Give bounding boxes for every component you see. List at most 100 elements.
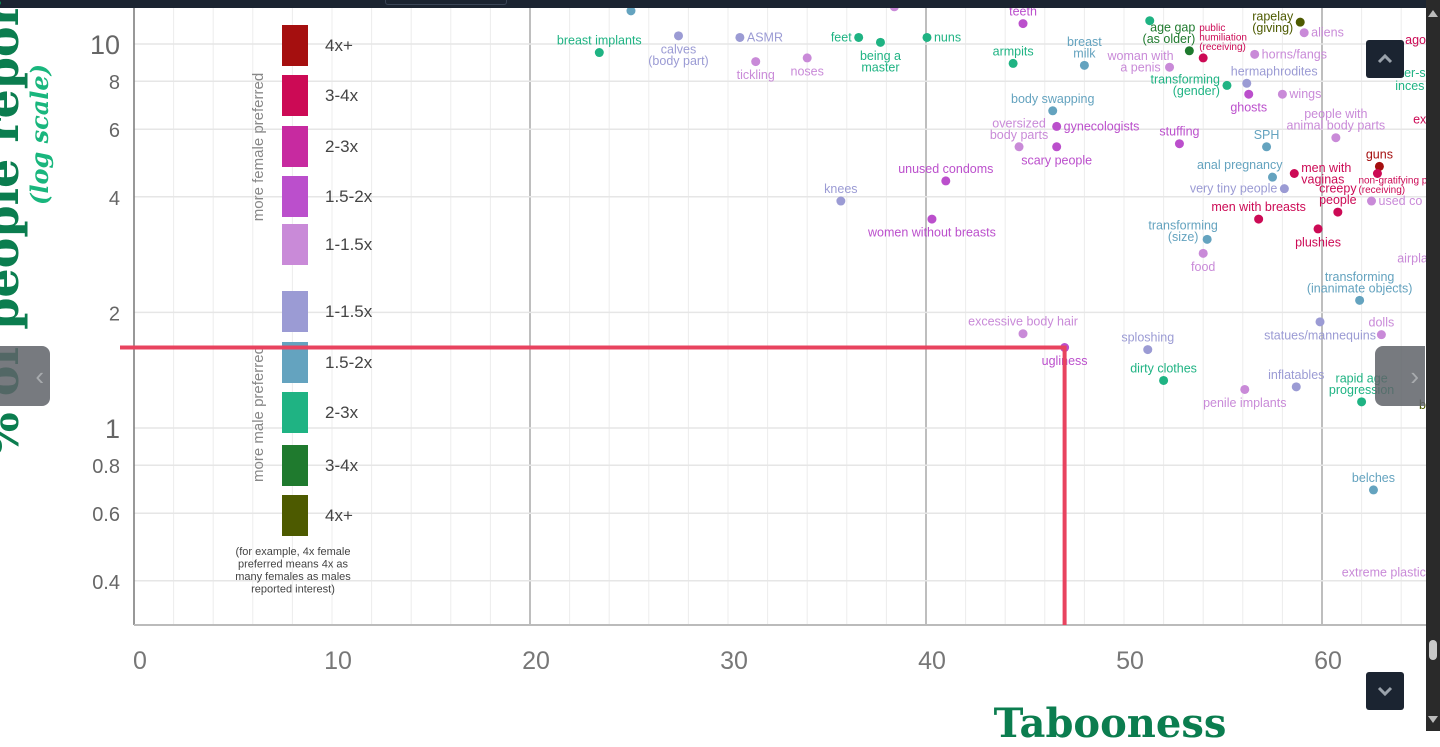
point-label-line: excessive body hair: [968, 315, 1078, 329]
chevron-up-icon: [1377, 54, 1393, 64]
legend-label: 2-3x: [325, 137, 359, 156]
x-tick-label: 50: [1116, 647, 1144, 675]
point-label-line: (receiving): [1358, 185, 1405, 196]
point-marker: [1052, 142, 1062, 152]
edge-label: inces: [1395, 79, 1424, 93]
point-marker: [1279, 184, 1289, 194]
point-marker: [1291, 382, 1301, 392]
data-point: stuffing: [1159, 125, 1200, 149]
point-label: non-gratifying p (receiving): [1358, 176, 1427, 197]
edge-label: airpla: [1397, 251, 1428, 265]
point-marker: [922, 32, 932, 42]
point-label: nuns: [934, 30, 961, 44]
data-point: being a master: [860, 37, 901, 74]
point-marker: [889, 8, 899, 12]
point-marker: [1250, 49, 1260, 59]
y-tick-label: 10: [90, 30, 120, 60]
point-label-line: (gender): [1173, 84, 1220, 98]
y-tick-label: 0.8: [92, 456, 120, 478]
vertical-scrollbar[interactable]: [1426, 0, 1440, 731]
data-point: very tiny people: [1190, 182, 1289, 196]
point-marker: [1242, 78, 1252, 88]
point-marker: [1254, 214, 1264, 224]
legend-female-title: more female preferred: [250, 73, 267, 221]
x-tick-label: 30: [720, 647, 748, 675]
data-point: men with breasts: [1211, 200, 1306, 224]
data-point: sploshing: [1121, 331, 1174, 355]
data-point: transforming (size): [1148, 218, 1218, 244]
point-label: men with breasts: [1211, 200, 1305, 214]
point-label: unused condoms: [898, 162, 993, 176]
carousel-next-button[interactable]: ›: [1375, 346, 1425, 406]
point-label: belches: [1352, 471, 1395, 485]
data-point: teeth: [1009, 5, 1037, 29]
point-label-line: people: [1319, 193, 1357, 207]
point-label-line: knees: [824, 182, 857, 196]
point-label-line: very tiny people: [1190, 182, 1278, 196]
point-marker: [1143, 345, 1153, 355]
point-label-line: dirty clothes: [1130, 361, 1197, 375]
data-point: statues/mannequins: [1264, 317, 1376, 342]
point-label: hermaphrodites: [1231, 64, 1318, 78]
point-label-line: transforming: [1325, 270, 1395, 284]
point-label: food: [1191, 260, 1215, 274]
point-label-line: statues/mannequins: [1264, 328, 1376, 342]
point-marker: [1295, 17, 1305, 27]
highlight-line: [120, 345, 1067, 625]
point-label: dolls: [1369, 316, 1395, 330]
point-marker: [1376, 330, 1386, 340]
legend-swatch-female: [282, 126, 308, 167]
point-marker: [1202, 234, 1212, 244]
point-marker: [1299, 28, 1309, 38]
point-label: sploshing: [1121, 331, 1174, 345]
data-point: dolls: [1369, 316, 1395, 340]
legend-label: 1-1.5x: [325, 235, 373, 254]
carousel-prev-button[interactable]: ‹: [0, 346, 50, 406]
scrollbar-thumb[interactable]: [1429, 640, 1437, 660]
point-marker: [1277, 89, 1287, 99]
y-tick-label: 6: [109, 120, 120, 142]
point-label-line: calves: [661, 42, 696, 56]
point-marker: [594, 48, 604, 58]
point-label-line: penile implants: [1203, 396, 1286, 410]
point-label: women without breasts: [867, 226, 996, 240]
scatter-chart: 0 10 20 30 40 50 60 0.4 0.6 0.8 1 2 4 6 8 10 4x+ 3-4x 2-3…: [90, 5, 1428, 675]
data-point: penile implants: [1203, 384, 1286, 410]
point-label-line: (inanimate objects): [1307, 281, 1413, 295]
data-point: used co: [1367, 194, 1422, 208]
data-point: creepy people: [1319, 182, 1357, 217]
legend-swatch-male: [282, 392, 308, 433]
point-label: breast milk: [1067, 35, 1102, 61]
y-tick-label: 4: [109, 188, 120, 210]
legend-label: 3-4x: [325, 86, 359, 105]
point-label: aliens: [1311, 26, 1344, 40]
point-label-line: creepy: [1319, 182, 1357, 196]
point-label: dirty clothes: [1130, 361, 1197, 375]
point-label: feet: [831, 30, 852, 44]
point-marker: [1357, 397, 1367, 407]
scroll-down-button[interactable]: [1366, 672, 1404, 710]
top-bar: [0, 0, 1440, 8]
data-point: anal pregnancy: [1197, 158, 1283, 182]
legend-note: (for example, 4x female: [236, 546, 351, 558]
point-label: gynecologists: [1064, 119, 1140, 133]
point-label: armpits: [993, 44, 1034, 58]
point-label-line: transforming: [1148, 218, 1218, 232]
point-label: tickling: [737, 68, 775, 82]
chevron-down-icon: [1377, 686, 1393, 696]
point-label-line: guns: [1366, 147, 1393, 161]
point-marker: [1268, 172, 1277, 182]
point-marker: [1355, 295, 1365, 305]
data-point: rapelay (giving): [1252, 9, 1305, 35]
point-label-line: people with: [1304, 107, 1367, 121]
point-marker: [1374, 161, 1384, 171]
scroll-arrow-up-icon[interactable]: [1428, 10, 1438, 17]
point-label-line: teeth: [1009, 5, 1037, 19]
point-label: penile implants: [1203, 396, 1286, 410]
scroll-up-button[interactable]: [1366, 40, 1404, 78]
scroll-arrow-down-icon[interactable]: [1428, 716, 1438, 723]
data-point: feet: [831, 30, 864, 44]
point-marker: [1333, 207, 1343, 217]
point-label: rapelay (giving): [1252, 9, 1294, 35]
point-label-line: sploshing: [1121, 331, 1174, 345]
